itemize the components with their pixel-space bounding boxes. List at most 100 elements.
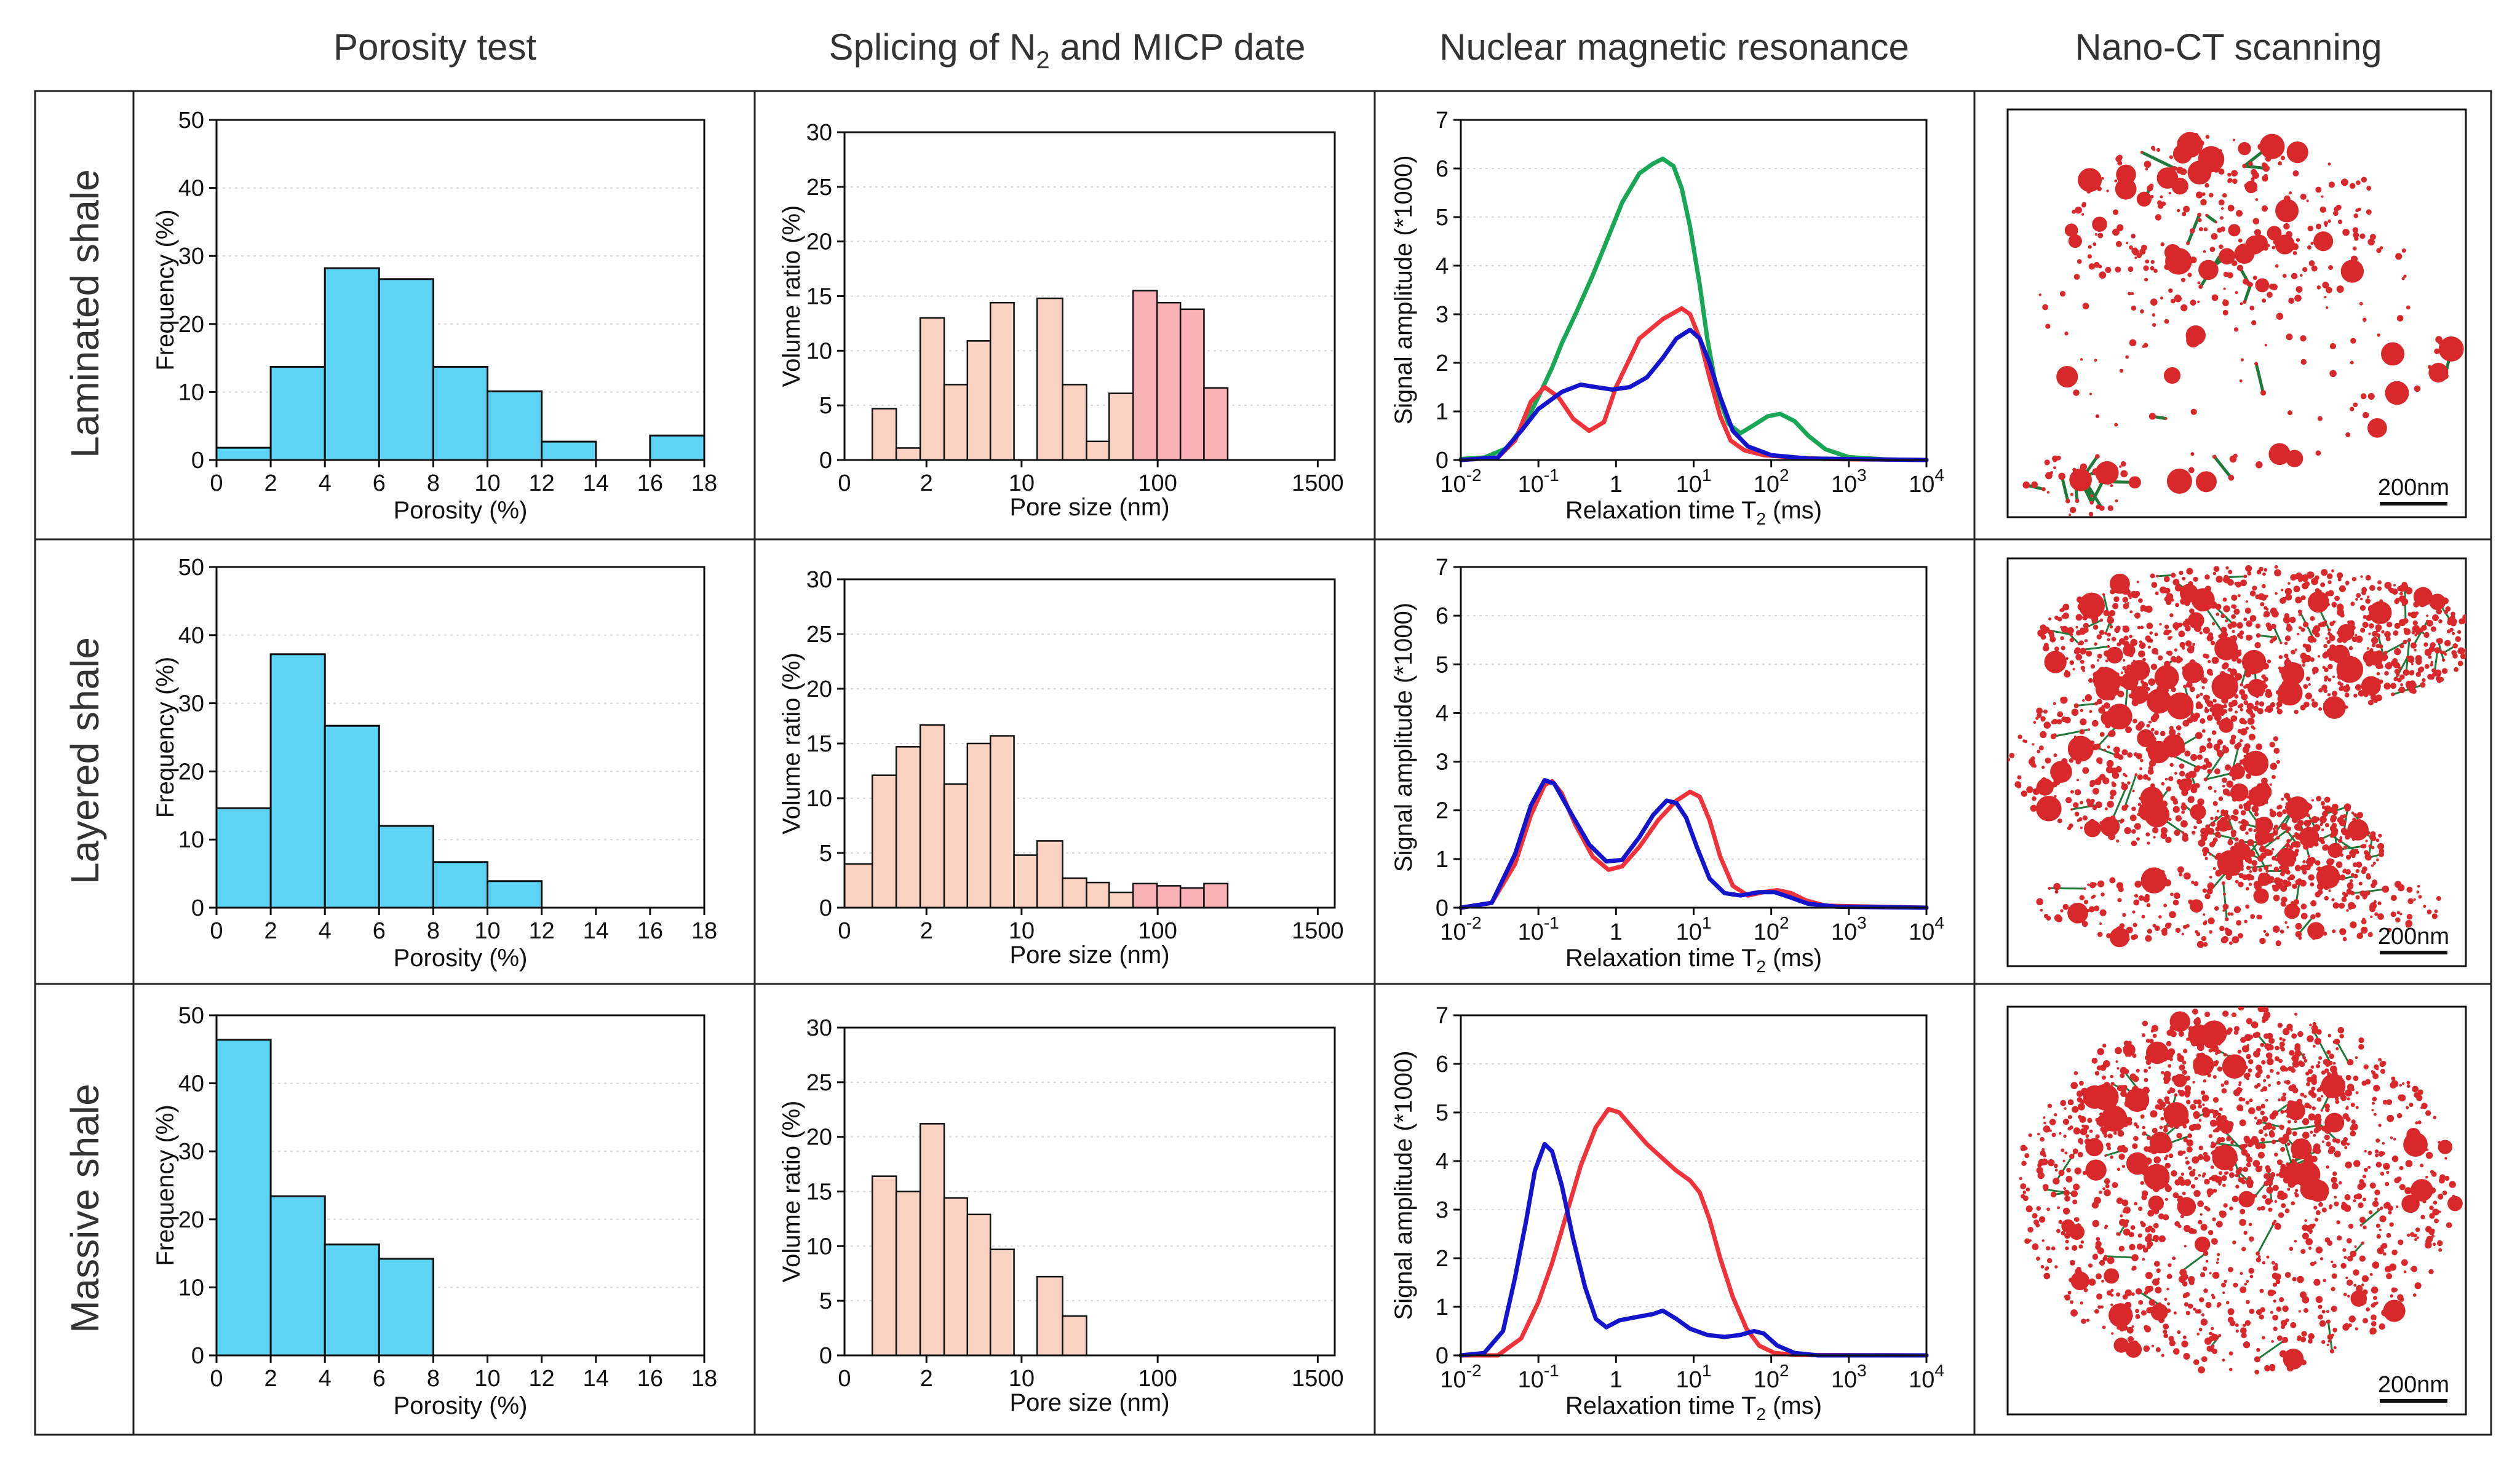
pore (2171, 177, 2188, 195)
pore (2262, 1007, 2269, 1013)
pore (2124, 668, 2129, 674)
pore (2387, 927, 2392, 932)
pore (2262, 1261, 2266, 1265)
pore (2326, 1165, 2329, 1169)
pore (2075, 630, 2081, 636)
pore (2080, 708, 2083, 712)
pore (2019, 1177, 2022, 1181)
pore (2282, 274, 2287, 278)
pore (2058, 1219, 2063, 1224)
pore (2361, 1275, 2369, 1282)
pore (2336, 285, 2344, 293)
pore (2222, 1291, 2225, 1294)
pore (2101, 177, 2104, 180)
pore (2250, 914, 2256, 919)
pore (2070, 790, 2074, 794)
pore (2094, 233, 2098, 236)
pore-throat (2180, 1252, 2207, 1273)
y-tick-label: 6 (1436, 156, 1449, 182)
pore (2310, 241, 2314, 245)
pore (2062, 903, 2069, 910)
pore (2119, 1218, 2126, 1226)
pore (2110, 790, 2117, 796)
x-axis-label-unit: (ms) (1766, 1392, 1822, 1419)
pore (2247, 1141, 2253, 1148)
pore (2118, 1245, 2125, 1252)
pore (2092, 805, 2097, 811)
pore (2294, 295, 2302, 302)
pore (2067, 735, 2094, 762)
pore (2185, 1075, 2191, 1081)
pore (2371, 1109, 2374, 1112)
pore (2273, 1219, 2277, 1223)
pore (2182, 212, 2187, 216)
pore (2045, 782, 2049, 786)
pore (2135, 1288, 2142, 1295)
pore (2231, 1154, 2236, 1159)
pore (2111, 1332, 2114, 1335)
pore (2393, 584, 2396, 587)
pore (2171, 687, 2176, 692)
pore (2144, 1290, 2148, 1295)
pore (2058, 472, 2065, 480)
pore (2148, 1039, 2154, 1044)
pore (2344, 1146, 2348, 1149)
pore (2348, 646, 2353, 651)
pore (2265, 869, 2269, 873)
pore (2128, 1232, 2134, 1238)
pore (2287, 876, 2291, 881)
pore (2186, 1037, 2190, 1041)
pore (2285, 593, 2292, 601)
pore (2450, 620, 2457, 627)
pore (2344, 1194, 2351, 1201)
x-tick-exponent: 2 (1779, 913, 1789, 932)
pore (2243, 685, 2247, 689)
pore (2350, 255, 2358, 263)
pore (2108, 1117, 2112, 1122)
pore (2246, 656, 2252, 662)
pore (2099, 1259, 2105, 1266)
pore (2235, 763, 2241, 769)
pore (2429, 593, 2446, 611)
pore (2241, 1149, 2248, 1156)
pore (2359, 1216, 2366, 1223)
x-tick-base: 10 (1754, 472, 1779, 498)
pore (2212, 1129, 2217, 1133)
pore (2249, 1309, 2255, 1314)
pore (2164, 1298, 2168, 1301)
n2-bar (989, 1248, 1015, 1357)
pore (2184, 1114, 2188, 1118)
pore (2040, 634, 2046, 640)
pore (2191, 783, 2195, 788)
pore (2324, 667, 2329, 673)
pore-throat (2257, 1221, 2276, 1255)
pore (2056, 1229, 2061, 1234)
pore (2144, 1077, 2148, 1082)
pore (2182, 1069, 2187, 1075)
x-tick-exponent: 3 (1857, 466, 1867, 485)
pore (2125, 785, 2128, 788)
pore (2085, 1138, 2104, 1157)
pore (2245, 831, 2249, 835)
pore (2155, 1136, 2172, 1154)
pore (2452, 653, 2458, 659)
pore (2203, 1250, 2209, 1256)
pore (2070, 1271, 2089, 1290)
pore (2339, 928, 2347, 935)
y-axis-label: Signal amplitude (*1000) (1390, 1050, 1417, 1320)
pore (2240, 358, 2244, 362)
pore (2190, 299, 2196, 306)
pore (2024, 1238, 2030, 1244)
pore (2102, 1256, 2108, 1261)
pore (2260, 390, 2267, 396)
pore (2428, 1229, 2435, 1235)
pore (2438, 336, 2464, 362)
pore-throat (2258, 634, 2276, 638)
pore (2097, 1305, 2102, 1309)
pore (2141, 1190, 2148, 1197)
pore (2300, 652, 2307, 660)
pore (2397, 884, 2405, 892)
pore (2112, 1182, 2118, 1189)
pore (2216, 576, 2223, 583)
pore (2038, 1159, 2045, 1166)
